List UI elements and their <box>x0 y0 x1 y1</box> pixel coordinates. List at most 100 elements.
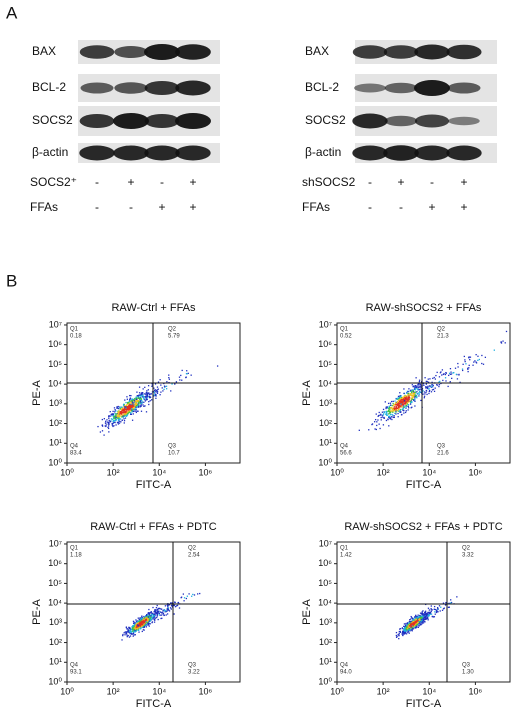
event-dot <box>136 395 139 397</box>
event-dot <box>389 406 391 409</box>
event-dot <box>408 622 411 624</box>
event-dot <box>407 624 409 626</box>
event-dot <box>423 617 425 619</box>
event-dot <box>170 608 172 610</box>
event-dot <box>405 410 407 412</box>
event-dot <box>406 398 409 400</box>
event-dot <box>180 374 182 377</box>
event-dot <box>183 600 185 602</box>
event-dot <box>125 409 128 411</box>
event-dot <box>154 383 157 385</box>
event-dot <box>135 400 137 402</box>
event-dot <box>110 418 113 420</box>
event-dot <box>392 405 394 407</box>
event-dot <box>399 395 401 397</box>
event-dot <box>159 394 161 396</box>
event-dot <box>129 399 131 401</box>
event-dot <box>467 368 469 371</box>
plot-frame <box>336 322 511 464</box>
event-dot <box>423 620 425 623</box>
event-dot <box>397 401 399 404</box>
event-dot <box>138 631 140 633</box>
event-dot <box>418 380 421 383</box>
event-dot <box>417 623 419 625</box>
event-dot <box>481 354 483 357</box>
event-dot <box>378 414 380 417</box>
event-dot <box>379 427 381 430</box>
event-dot <box>131 401 134 403</box>
event-dot <box>180 597 182 599</box>
event-dot <box>160 614 163 616</box>
event-dot <box>116 407 118 409</box>
event-dot <box>406 390 409 393</box>
blot-band <box>114 82 148 94</box>
x-axis-label: FITC-A <box>136 479 172 491</box>
event-dot <box>426 386 428 388</box>
event-dot <box>385 413 387 415</box>
quadrant-name: Q3 <box>188 663 197 669</box>
event-dot <box>132 410 135 413</box>
event-dot <box>403 633 406 635</box>
event-dot <box>130 400 132 402</box>
event-dot <box>387 409 390 412</box>
event-dot <box>114 421 116 424</box>
event-dot <box>416 618 418 620</box>
event-dot <box>438 376 441 378</box>
event-dot <box>156 608 159 611</box>
event-dot <box>396 403 399 405</box>
event-dot <box>418 393 420 395</box>
y-tick-label: 10⁴ <box>318 598 332 608</box>
quadrant-name: Q1 <box>340 327 349 333</box>
event-dot <box>408 399 410 401</box>
event-dot <box>418 389 420 391</box>
event-dot <box>408 395 410 398</box>
event-dot <box>134 406 136 409</box>
event-dot <box>123 418 125 420</box>
event-dot <box>130 406 132 408</box>
event-dot <box>401 396 404 399</box>
event-dot <box>126 414 128 416</box>
event-dot <box>422 620 425 622</box>
event-dot <box>124 634 126 636</box>
event-dot <box>415 617 417 620</box>
event-dot <box>111 418 113 420</box>
event-dot <box>157 618 159 621</box>
event-dot <box>402 634 404 636</box>
event-dot <box>402 408 404 410</box>
event-dot <box>133 625 135 628</box>
event-dot <box>153 610 155 613</box>
event-dot <box>415 616 417 618</box>
blot-row-label: SOCS2 <box>305 113 346 127</box>
event-dot <box>413 385 415 388</box>
event-dot <box>411 620 413 622</box>
event-dot <box>134 625 137 627</box>
event-dot <box>140 402 143 405</box>
event-dot <box>477 355 479 357</box>
x-tick-label: 10⁶ <box>199 686 213 696</box>
event-dot <box>132 398 135 401</box>
event-dot <box>155 612 157 614</box>
quadrant-name: Q3 <box>437 444 446 450</box>
x-tick-label: 10⁰ <box>60 467 74 477</box>
event-dot <box>389 412 391 414</box>
event-dot <box>442 379 444 382</box>
event-dot <box>124 405 126 407</box>
y-tick-label: 10² <box>319 418 332 428</box>
event-dot <box>118 414 121 417</box>
blot-band <box>144 81 180 95</box>
event-dot <box>431 383 433 386</box>
event-dot <box>127 634 129 637</box>
x-axis-label: FITC-A <box>406 479 442 491</box>
event-dot <box>468 364 470 367</box>
event-dot <box>431 386 433 388</box>
event-dot <box>122 403 125 406</box>
event-dot <box>169 607 172 609</box>
event-dot <box>125 406 128 409</box>
plot-title: RAW-Ctrl + FFAs + PDTC <box>90 521 217 533</box>
event-dot <box>416 386 418 388</box>
event-dot <box>106 421 109 423</box>
event-dot <box>403 406 406 409</box>
event-dot <box>398 637 400 640</box>
event-dot <box>119 407 122 409</box>
event-dot <box>404 401 407 404</box>
